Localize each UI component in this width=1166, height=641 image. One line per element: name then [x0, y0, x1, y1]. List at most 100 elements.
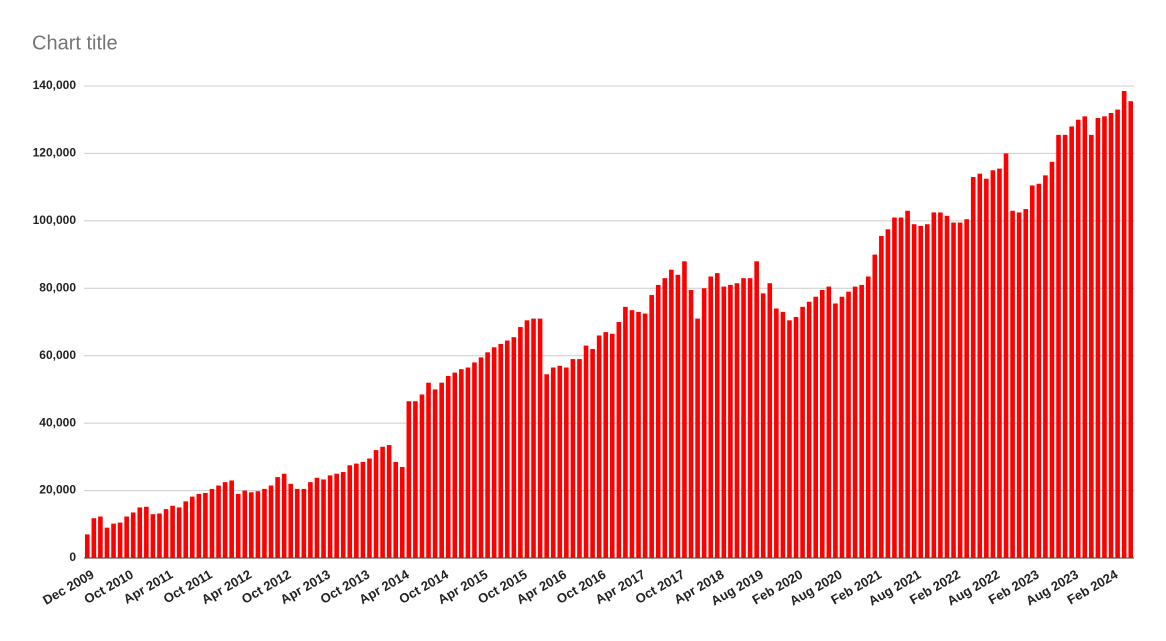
bar: [445, 375, 451, 558]
bar: [511, 337, 517, 558]
y-tick-label: 40,000: [39, 415, 76, 429]
bar: [747, 278, 753, 558]
bar: [806, 301, 812, 558]
bar: [426, 382, 431, 558]
bar: [767, 283, 773, 558]
bar: [380, 446, 385, 558]
bar: [1029, 185, 1035, 558]
bar: [596, 335, 602, 558]
bar: [1023, 209, 1029, 559]
bar: [695, 318, 700, 558]
bar: [189, 496, 195, 558]
bar: [1095, 118, 1101, 559]
bar: [1108, 112, 1114, 558]
bar: [294, 488, 300, 558]
bar: [137, 507, 143, 558]
bar: [826, 286, 832, 558]
bar: [905, 210, 910, 558]
bar: [275, 477, 280, 558]
bar: [1056, 134, 1061, 558]
bar: [531, 318, 536, 558]
bar: [308, 482, 313, 558]
bar: [662, 278, 668, 558]
bar: [603, 332, 609, 558]
bar: [176, 507, 182, 558]
bar: [216, 485, 221, 558]
bar: [1082, 116, 1088, 558]
bar: [524, 320, 530, 558]
bar: [360, 461, 366, 558]
bar: [793, 316, 799, 558]
bar: [491, 347, 497, 558]
bar: [1049, 161, 1055, 558]
bar: [465, 367, 471, 558]
bar: [550, 367, 556, 558]
bar: [911, 224, 917, 558]
bar: [229, 480, 234, 558]
bar: [314, 477, 320, 558]
bar: [104, 527, 110, 558]
bar: [964, 219, 969, 558]
bar: [452, 372, 458, 558]
bar: [577, 359, 582, 558]
bar: [1062, 134, 1068, 558]
bar: [944, 215, 950, 559]
bar: [1036, 183, 1042, 558]
bar: [649, 295, 654, 558]
bar: [183, 501, 189, 558]
bar: [1003, 153, 1009, 558]
bar: [124, 516, 129, 558]
bar: [242, 490, 248, 558]
bar: [98, 516, 103, 558]
bar: [406, 401, 412, 558]
bar: [413, 401, 418, 558]
bar: [1016, 212, 1022, 558]
bar: [721, 286, 727, 558]
bar: [557, 365, 563, 558]
bar: [977, 173, 983, 558]
bar: [544, 374, 549, 558]
bar: [170, 505, 175, 558]
y-tick-label: 100,000: [33, 213, 77, 227]
bar: [432, 389, 438, 558]
bar: [268, 485, 274, 558]
bar: [774, 308, 779, 558]
bar: [498, 343, 504, 558]
bar: [970, 177, 976, 558]
bar: [504, 340, 510, 558]
bar: [885, 229, 891, 559]
bar: [865, 276, 871, 558]
bar: [1115, 109, 1120, 558]
bar: [623, 306, 628, 558]
y-tick-label: 20,000: [39, 483, 76, 497]
bar: [91, 518, 97, 558]
bar: [1010, 210, 1015, 558]
y-tick-label: 140,000: [33, 78, 77, 92]
bar: [518, 327, 523, 558]
chart-title: Chart title: [32, 32, 118, 54]
bar: [196, 493, 202, 558]
bar: [203, 492, 208, 558]
bar: [367, 458, 372, 558]
bar: [898, 217, 904, 558]
bar: [780, 311, 786, 558]
bar: [924, 224, 930, 558]
bar: [144, 506, 149, 558]
bar: [636, 311, 641, 558]
bar: [760, 293, 766, 558]
bar: [570, 359, 576, 558]
bar: [800, 306, 805, 558]
bar: [321, 479, 326, 558]
bar: [1089, 134, 1094, 558]
bar: [340, 472, 346, 558]
bar: [1102, 116, 1107, 558]
bar: [111, 523, 116, 558]
bar: [741, 278, 746, 558]
bar: [478, 357, 484, 558]
bar: [1121, 91, 1127, 559]
bar: [209, 488, 215, 558]
bar: [951, 222, 956, 559]
bar: [754, 261, 759, 558]
bar: [839, 296, 845, 558]
